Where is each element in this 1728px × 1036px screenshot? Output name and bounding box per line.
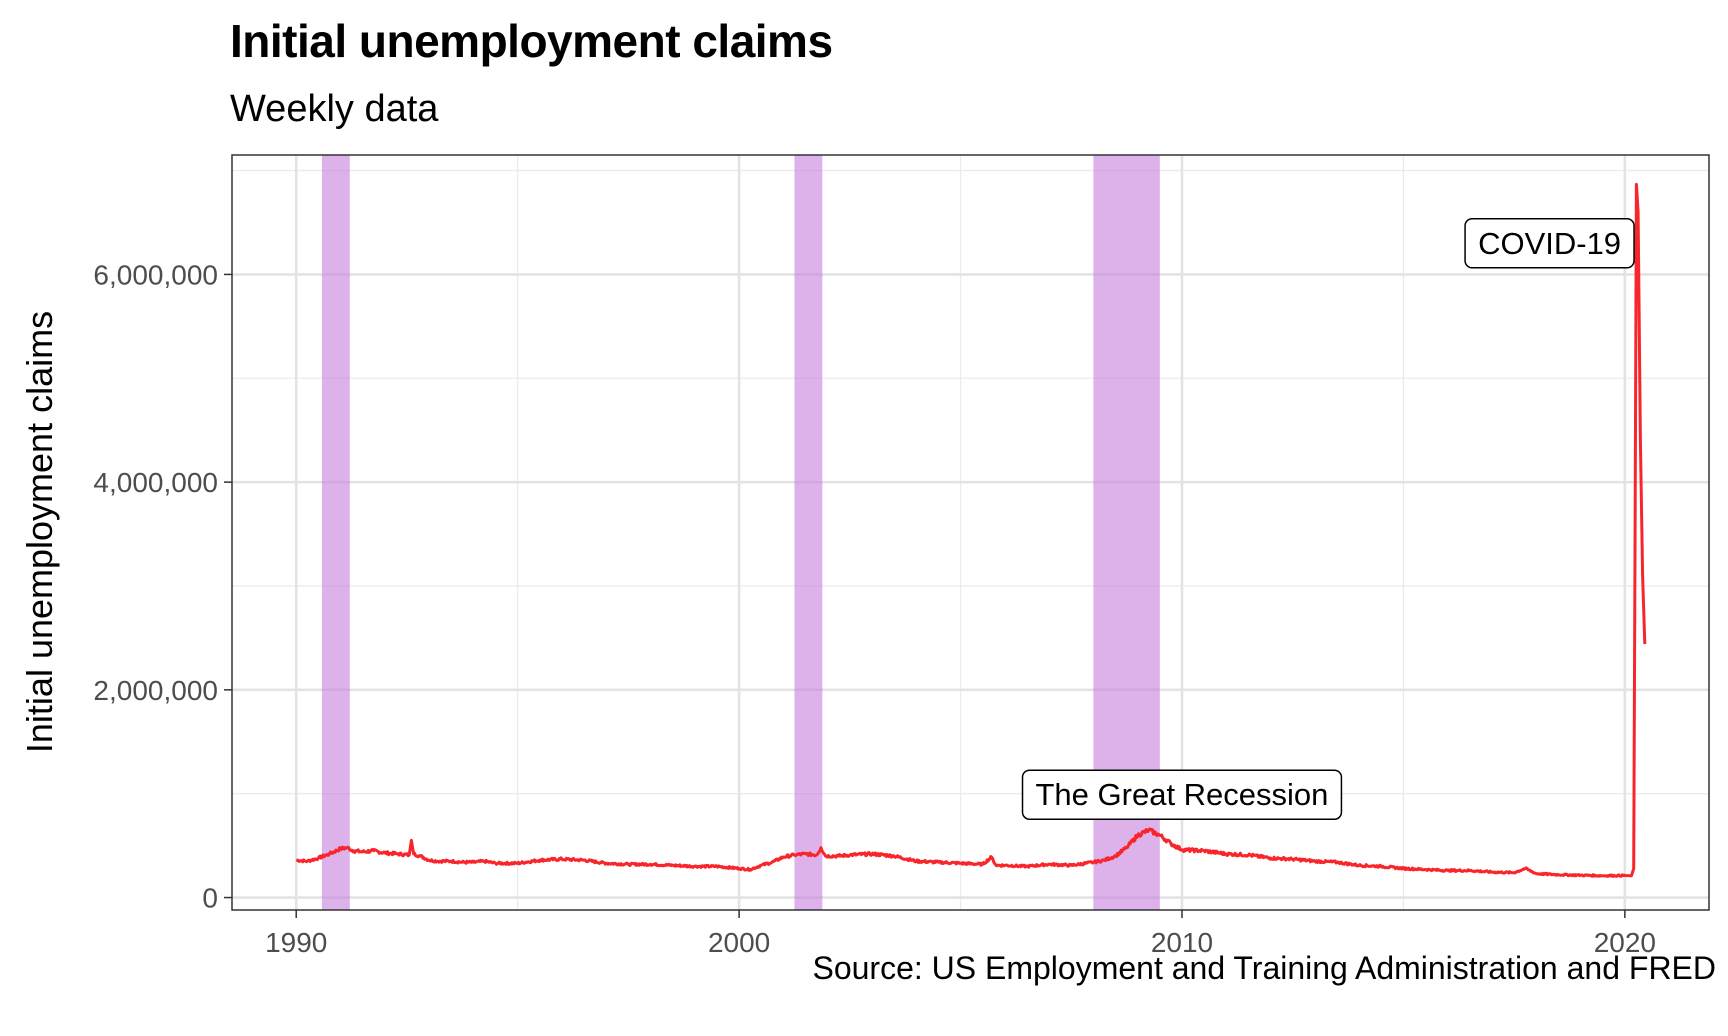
y-tick-label: 0	[202, 883, 218, 914]
y-tick-label: 4,000,000	[93, 467, 218, 498]
recession-band	[321, 155, 350, 910]
chart-subtitle: Weekly data	[230, 88, 439, 130]
recession-band	[794, 155, 823, 910]
minor-gridlines	[232, 155, 1709, 910]
annotation-box	[1464, 218, 1635, 269]
y-tick-label: 6,000,000	[93, 259, 218, 290]
annotation-text: The Great Recession	[1036, 777, 1329, 812]
major-gridlines	[232, 155, 1709, 910]
y-axis: 0 2,000,000 4,000,000 6,000,000	[93, 259, 232, 914]
claims-series	[295, 182, 1647, 878]
annotation-label: COVID-19	[1464, 218, 1635, 269]
x-tick-label: 2010	[1151, 927, 1213, 958]
x-tick-label: 2020	[1594, 927, 1656, 958]
x-tick-label: 2000	[708, 927, 770, 958]
x-axis: 1990 2000 2010 2020	[265, 910, 1656, 958]
chart-title: Initial unemployment claims	[230, 15, 833, 67]
y-axis-label: Initial unemployment claims	[19, 311, 60, 753]
plot-panel-border	[231, 154, 1710, 911]
plot-panel-background	[232, 155, 1709, 910]
x-tick-label: 1990	[265, 927, 327, 958]
y-tick-label: 2,000,000	[93, 675, 218, 706]
recession-bands	[321, 155, 1160, 910]
annotations: The Great Recession COVID-19	[1021, 218, 1635, 820]
annotation-label: The Great Recession	[1021, 769, 1343, 820]
chart-caption: Source: US Employment and Training Admin…	[812, 950, 1716, 986]
claims-line	[295, 182, 1647, 878]
annotation-box	[1021, 769, 1343, 820]
annotation-text: COVID-19	[1478, 226, 1621, 261]
